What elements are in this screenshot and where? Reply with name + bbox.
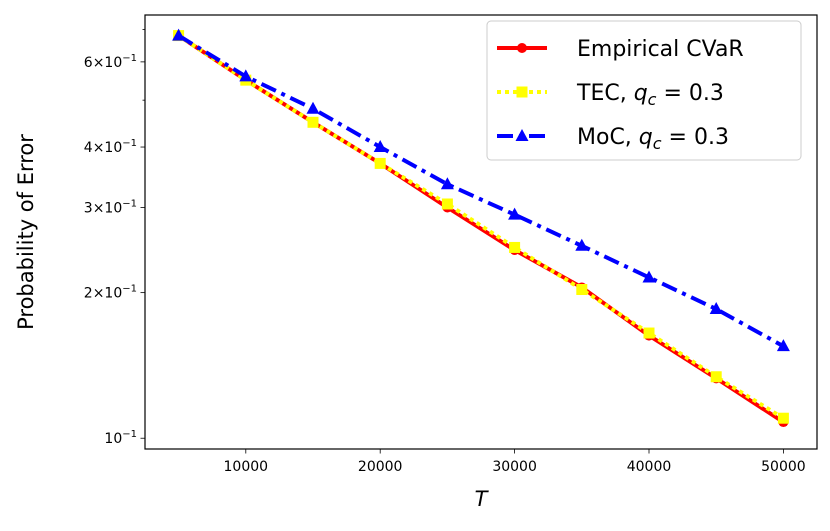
data-point-tec [710, 371, 722, 383]
x-tick-label: 10000 [224, 459, 269, 475]
data-point-moc [508, 207, 522, 220]
x-tick-label: 50000 [761, 459, 806, 475]
data-point-moc [373, 140, 387, 153]
legend-label-empirical: Empirical CVaR [577, 37, 744, 62]
series-layer [172, 28, 790, 428]
data-point-moc [776, 339, 790, 352]
legend-label-moc: MoC, qc = 0.3 [577, 125, 729, 153]
data-point-tec [643, 327, 655, 339]
x-tick-label: 30000 [492, 459, 537, 475]
y-axis-label: Probability of Error [14, 134, 38, 330]
legend-box [486, 20, 802, 161]
y-tick-label: 6×10−1 [84, 53, 137, 71]
data-point-tec [441, 198, 453, 210]
legend-marker-tec [516, 86, 528, 98]
data-point-moc [172, 28, 186, 41]
legend-item-tec: TEC, qc = 0.3 [497, 81, 724, 109]
legend-item-moc: MoC, qc = 0.3 [497, 125, 729, 153]
series-moc [172, 28, 790, 352]
data-point-tec [576, 284, 588, 296]
data-point-moc [306, 101, 320, 114]
y-tick-label: 4×10−1 [84, 138, 137, 156]
data-point-tec [374, 157, 386, 169]
series-line-moc [177, 33, 785, 348]
series-line-tec [177, 33, 785, 420]
y-axis-ticks: 10−1 2×10−1 3×10−1 4×10−1 6×10−1 [84, 53, 145, 447]
data-point-moc [642, 270, 656, 283]
legend-items: Empirical CVaR TEC, qc = 0.3 MoC, qc = 0.3 [497, 37, 744, 153]
y-minor-ticks [142, 29, 145, 101]
y-tick-label: 10−1 [104, 429, 137, 447]
legend-marker-moc [515, 129, 529, 141]
legend-marker-empirical [517, 43, 527, 53]
legend-label-tec: TEC, qc = 0.3 [576, 81, 724, 109]
data-point-moc [440, 177, 454, 190]
y-tick-label: 2×10−1 [84, 284, 137, 302]
data-point-moc [239, 69, 253, 82]
legend-item-empirical: Empirical CVaR [497, 37, 744, 62]
y-tick-label: 3×10−1 [84, 198, 137, 216]
legend: Empirical CVaR TEC, qc = 0.3 MoC, qc = 0.3 [486, 20, 802, 161]
x-axis-ticks: 10000 20000 30000 40000 50000 [224, 449, 806, 475]
data-point-tec [509, 241, 521, 253]
x-tick-label: 20000 [358, 459, 403, 475]
data-point-moc [575, 238, 589, 251]
data-point-tec [307, 116, 319, 128]
x-axis-label: T [475, 487, 490, 511]
x-tick-label: 40000 [627, 459, 672, 475]
data-point-tec [777, 412, 789, 424]
data-point-moc [709, 302, 723, 315]
